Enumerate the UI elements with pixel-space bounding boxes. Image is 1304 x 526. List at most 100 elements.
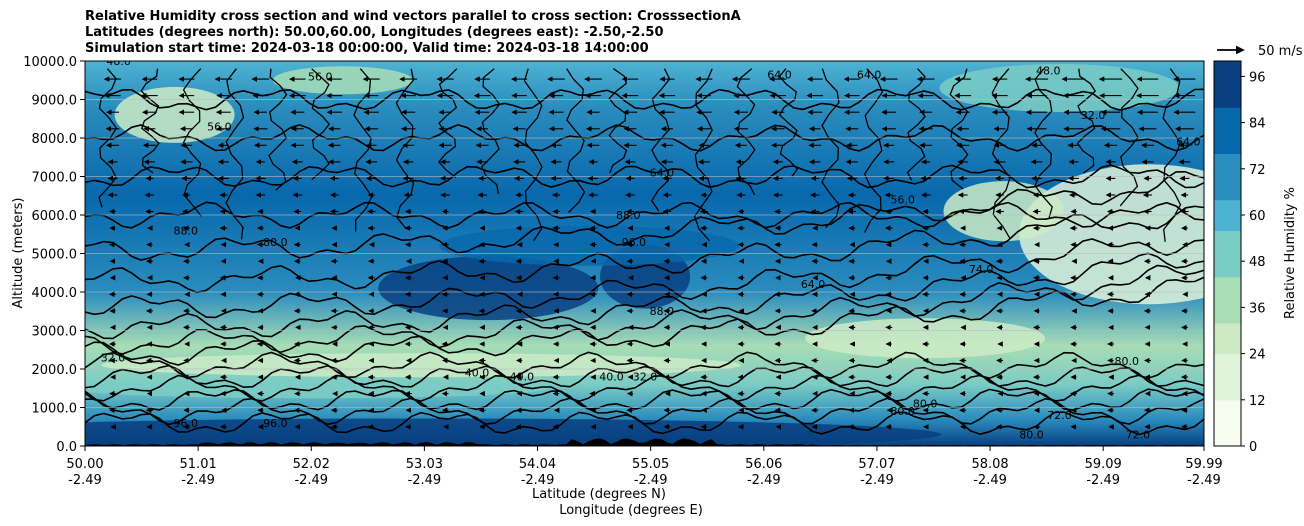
contour-line <box>85 124 1204 152</box>
contour-label: 56.0 <box>207 120 232 133</box>
contour-line <box>1034 68 1053 218</box>
contour-line <box>85 397 1204 426</box>
x-tick-label-lat: 55.05 <box>632 457 669 472</box>
contour-label: 80.0 <box>1019 428 1044 441</box>
contour-label: 32.0 <box>1081 109 1106 122</box>
x-tick-label-lon: -2.49 <box>973 473 1007 488</box>
contour-label: 64.0 <box>801 278 826 291</box>
colorbar: 0 12 24 36 48 60 72 84 96 <box>1213 60 1266 455</box>
colorbar-swatch <box>1214 61 1241 77</box>
humidity-regions <box>85 63 1204 446</box>
contour-label: 32.0 <box>633 371 658 384</box>
contour-label: 96.0 <box>263 417 288 430</box>
x-tick-label-lon: -2.49 <box>68 473 102 488</box>
x-tick-label-lat: 56.06 <box>745 457 782 472</box>
contour-line <box>85 205 1204 294</box>
y-tick-label: 9000.0 <box>32 94 78 109</box>
contour-line <box>140 68 160 174</box>
colorbar-swatch <box>1214 245 1241 262</box>
gridlines <box>85 61 1204 446</box>
contour-label: 40.0 <box>510 371 535 384</box>
x-axis: 50.00-2.4951.01-2.4952.02-2.4953.03-2.49… <box>66 446 1223 488</box>
y-tick-label: 6000.0 <box>32 209 78 224</box>
contour-line <box>225 68 245 240</box>
contour-line <box>182 68 202 217</box>
colorbar-label: Relative Humidity % <box>1283 187 1298 319</box>
humidity-region <box>1019 164 1204 305</box>
colorbar-swatch <box>1214 107 1241 124</box>
y-axis: 0.0 1000.0 2000.0 3000.0 4000.0 5000.0 6000.0 7… <box>23 55 85 455</box>
humidity-contours <box>85 68 1204 436</box>
contour-label: 56.0 <box>308 70 333 83</box>
humidity-region <box>272 66 413 95</box>
plot-area: 48.0 56.0 64.0 64.0 48.0 32.0 64.0 56.0 64.0 56.0… <box>85 61 1204 446</box>
contour-label: 64.0 <box>767 68 792 81</box>
contour-line <box>85 252 1204 340</box>
colorbar-tick-label: 36 <box>1249 301 1266 316</box>
y-tick-label: 3000.0 <box>32 325 78 340</box>
x-tick-label-lat: 54.04 <box>519 457 556 472</box>
contour-line <box>863 68 884 233</box>
colorbar-swatch <box>1214 138 1241 154</box>
contour-line <box>1119 68 1139 207</box>
x-tick-label-lat: 52.02 <box>293 457 330 472</box>
contour-label: 40.0 <box>465 367 490 380</box>
colorbar-swatch <box>1214 230 1241 247</box>
contour-line <box>85 201 1204 229</box>
contour-line <box>85 276 1204 366</box>
colorbar-tick-label: 24 <box>1249 348 1266 363</box>
x-tick-label-lon: -2.49 <box>408 473 442 488</box>
colorbar-swatch <box>1214 276 1241 293</box>
colorbar-tick-label: 84 <box>1249 117 1266 132</box>
colorbar-tick-label: 0 <box>1249 440 1257 455</box>
y-tick-label: 0.0 <box>56 440 77 455</box>
colorbar-tick-label: 48 <box>1249 255 1266 270</box>
contour-label: 40.0 <box>599 371 624 384</box>
contour-line <box>85 388 1204 411</box>
contour-line <box>268 68 288 191</box>
y-tick-label: 10000.0 <box>23 55 77 70</box>
y-tick-label: 5000.0 <box>32 248 78 263</box>
quiver-key-label: 50 m/s <box>1258 44 1303 59</box>
contour-label: 56.0 <box>890 193 915 206</box>
colorbar-swatch <box>1214 215 1241 231</box>
x-axis-label-2: Longitude (degrees E) <box>559 503 703 518</box>
contour-label: 88.0 <box>616 209 641 222</box>
contour-label: 32.0 <box>101 351 126 364</box>
colorbar-swatch <box>1214 338 1241 355</box>
colorbar-tick-label: 12 <box>1249 394 1266 409</box>
contour-line <box>85 351 1204 380</box>
contour-label: 80.0 <box>1114 355 1139 368</box>
x-tick-label-lat: 58.08 <box>971 457 1008 472</box>
contour-line <box>85 164 1204 189</box>
contour-line <box>85 238 1204 319</box>
contour-label: 72.0 <box>1126 428 1151 441</box>
y-tick-label: 4000.0 <box>32 286 78 301</box>
colorbar-swatch <box>1214 384 1241 401</box>
colorbar-swatch <box>1214 369 1241 385</box>
colorbar-frame <box>1213 60 1242 447</box>
y-tick-label: 2000.0 <box>32 363 78 378</box>
x-tick-label-lon: -2.49 <box>634 473 668 488</box>
colorbar-tick-label: 60 <box>1249 209 1266 224</box>
x-axis-label: Latitude (degrees N) <box>532 487 666 502</box>
y-axis-label: Altitude (meters) <box>11 198 26 309</box>
contour-line <box>85 411 1204 436</box>
x-tick-label-lon: -2.49 <box>521 473 555 488</box>
contour-label: 96.0 <box>174 417 199 430</box>
x-tick-label-lon: -2.49 <box>181 473 215 488</box>
x-tick-label-lon: -2.49 <box>747 473 781 488</box>
contour-line <box>651 68 671 212</box>
colorbar-swatch <box>1214 292 1241 308</box>
colorbar-swatch <box>1214 353 1241 370</box>
contour-label: 64.0 <box>857 68 882 81</box>
colorbar-swatch <box>1214 415 1241 432</box>
contour-label: 64.0 <box>650 167 675 180</box>
contour-line <box>85 364 1204 389</box>
colorbar-swatch <box>1214 199 1241 216</box>
contour-line <box>85 264 1204 355</box>
humidity-region <box>939 63 1180 112</box>
wind-vectors <box>103 76 1196 430</box>
colorbar-swatch <box>1214 184 1241 201</box>
